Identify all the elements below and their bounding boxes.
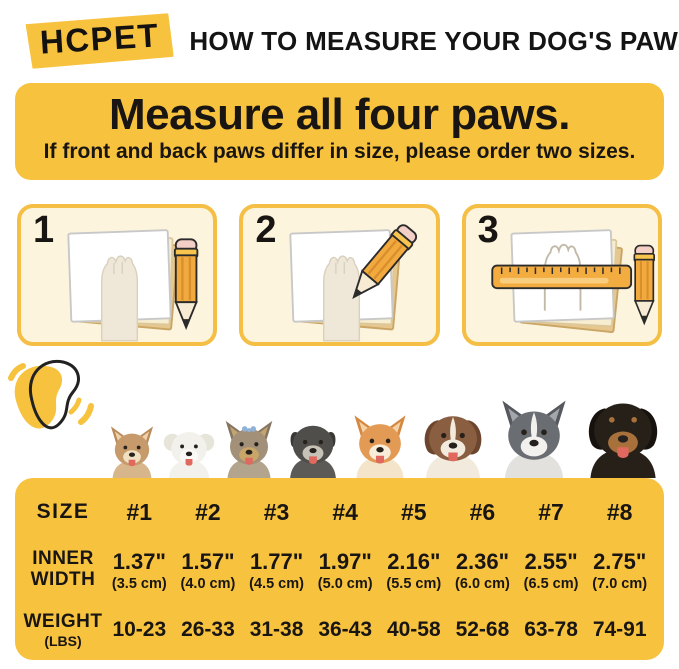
swoosh-icon (8, 359, 94, 430)
pencil-icon (173, 238, 199, 331)
weight-value: 36-43 (318, 618, 373, 641)
size-chart: SIZE #1 #2 #3 #4 #5 #6 #7 #8 INNER WIDTH 1.37"(… (15, 478, 664, 660)
weight-label-line1: WEIGHT (23, 611, 103, 632)
weight-label-line2: (LBS) (44, 633, 82, 649)
dog-bichon-frise-icon (160, 420, 218, 478)
dogs-row (104, 384, 659, 478)
paw-outline-icon (543, 243, 582, 311)
banner-heading: Measure all four paws. (109, 90, 570, 139)
size-value: #7 (538, 498, 564, 525)
weight-value: 63-78 (524, 618, 578, 641)
dog-rottweiler-icon (576, 384, 670, 478)
inner-width-value: 1.57" (4.0 cm) (180, 548, 236, 592)
weight-value: 74-91 (592, 618, 647, 641)
weight-value: 26-33 (181, 618, 235, 641)
size-value: #4 (332, 498, 358, 525)
ruler-icon (490, 264, 632, 290)
inner-width-value: 2.36" (6.0 cm) (455, 548, 510, 592)
inner-width-value: 1.77" (4.5 cm) (249, 548, 304, 592)
brand-logo-text: HCPET (38, 16, 161, 61)
weight-row-label: WEIGHT (LBS) (21, 611, 105, 649)
banner-subheading: If front and back paws differ in size, p… (43, 140, 636, 163)
step-2-panel: 2 (239, 204, 440, 346)
paw-icon (100, 255, 139, 342)
dog-husky-icon (492, 394, 576, 478)
page-title: HOW TO MEASURE YOUR DOG'S PAWS (189, 25, 679, 56)
pencil-icon (352, 224, 418, 299)
brand-logo: HCPET (25, 13, 174, 69)
dog-miniature-schnauzer-icon (280, 412, 346, 478)
inner-width-label-line1: INNER (32, 548, 94, 570)
step-1-number: 1 (33, 209, 55, 251)
weight-value: 52-68 (455, 618, 510, 641)
inner-width-value: 2.16" (5.5 cm) (386, 548, 442, 592)
inner-width-value: 1.97" (5.0 cm) (317, 548, 373, 592)
weight-value: 31-38 (249, 618, 304, 641)
dog-shiba-inu-icon (346, 410, 414, 478)
step-3-number: 3 (477, 209, 499, 251)
paw-icon (323, 255, 361, 342)
size-value: #5 (401, 498, 427, 525)
step-2-illustration tracing-paw-icon (289, 224, 418, 342)
dog-yorkshire-terrier-icon (218, 416, 280, 478)
dog-australian-shepherd-icon (414, 400, 492, 478)
step-3-panel: 3 (461, 204, 662, 346)
step-1-illustration paw-on-paper-icon (67, 229, 199, 342)
banner: Measure all four paws. If front and back… (15, 83, 664, 180)
header: HCPET HOW TO MEASURE YOUR DOG'S PAWS (0, 0, 679, 72)
inner-width-value: 2.55" (6.5 cm) (523, 548, 579, 592)
size-value: #3 (263, 498, 290, 525)
inner-width-value: 1.37" (3.5 cm) (111, 548, 167, 592)
size-value: #1 (126, 498, 153, 525)
size-value: #2 (195, 498, 221, 525)
dog-chihuahua-icon (104, 422, 160, 478)
inner-width-row-label: INNER WIDTH (21, 549, 105, 590)
inner-width-value: 2.75" (7.0 cm) (592, 548, 648, 592)
step-2-number: 2 (255, 209, 277, 251)
step-3-illustration ruler-measuring-icon (490, 229, 655, 333)
size-value: #8 (606, 498, 633, 525)
size-value: #6 (469, 498, 496, 525)
dogs-band (0, 346, 679, 478)
steps-row: 1 (17, 204, 662, 346)
pencil-icon (633, 244, 655, 326)
weight-value: 40-58 (386, 618, 441, 641)
weight-value: 10-23 (112, 618, 167, 641)
row-weight: WEIGHT (LBS) 10-23 26-33 31-38 36-43 40-58 52… (21, 604, 654, 656)
step-1-panel: 1 (17, 204, 218, 346)
row-width: INNER WIDTH 1.37" (3.5 cm) 1.57" (4.0 cm) 1.… (21, 536, 654, 604)
row-size: SIZE #1 #2 #3 #4 #5 #6 #7 #8 (21, 488, 654, 536)
inner-width-label-line2: WIDTH (30, 569, 96, 590)
size-row-label: SIZE (36, 500, 90, 523)
